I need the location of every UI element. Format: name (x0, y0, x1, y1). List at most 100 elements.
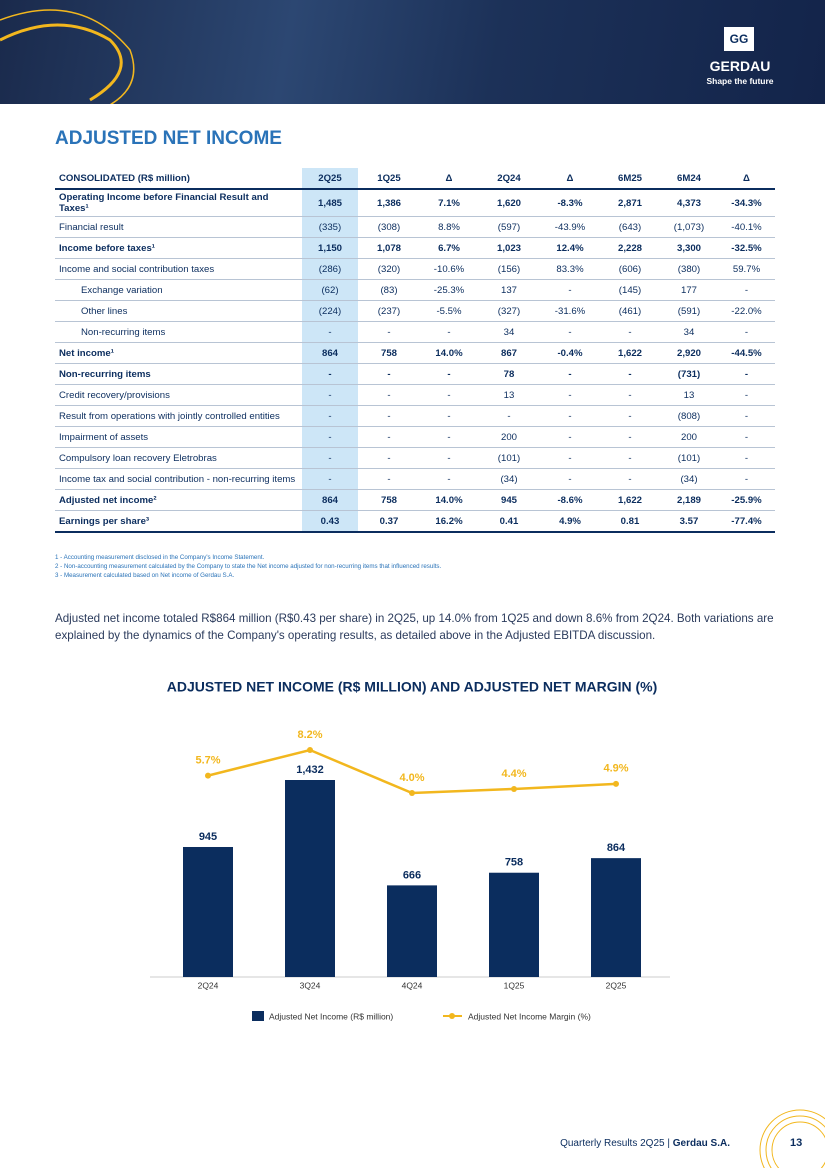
cell: - (600, 468, 660, 490)
section-title: ADJUSTED NET INCOME (55, 128, 282, 149)
cell: (327) (478, 300, 540, 322)
cell: 945 (478, 489, 540, 511)
x-tick-label: 2Q25 (606, 980, 627, 990)
cell: - (540, 426, 600, 448)
cell: - (358, 405, 420, 427)
cell: - (600, 447, 660, 469)
column-header: 2Q25 (302, 168, 358, 190)
cell: - (420, 321, 478, 343)
cell: 34 (478, 321, 540, 343)
row-label: Income and social contribution taxes (55, 258, 302, 280)
cell: - (718, 384, 775, 406)
row-label: Compulsory loan recovery Eletrobras (55, 447, 302, 469)
table-row: Compulsory loan recovery Eletrobras - - - (1… (55, 447, 775, 469)
cell: - (718, 447, 775, 469)
cell: - (358, 426, 420, 448)
footer-company: Gerdau S.A. (672, 1138, 730, 1149)
cell: -22.0% (718, 300, 775, 322)
cell: -32.5% (718, 237, 775, 259)
cell: (62) (302, 279, 358, 301)
footnote: 3 - Measurement calculated based on Net … (55, 572, 235, 579)
cell: (808) (660, 405, 718, 427)
footer-text: Quarterly Results 2Q25 | (560, 1138, 673, 1149)
cell: - (358, 363, 420, 385)
table-row: Impairment of assets - - -200- -200- (55, 426, 775, 448)
margin-label: 4.9% (603, 763, 628, 775)
cell: - (718, 321, 775, 343)
cell: - (420, 426, 478, 448)
cell: 758 (358, 489, 420, 511)
cell: (101) (660, 447, 718, 469)
table-row: Earnings per share³ 0.43 0.37 16.2% 0.41 4.9%… (55, 510, 775, 533)
margin-label: 4.0% (399, 772, 424, 784)
cell: 3.57 (660, 510, 718, 533)
chart-title: ADJUSTED NET INCOME (R$ MILLION) AND ADJ… (167, 679, 658, 695)
cell: 13 (660, 384, 718, 406)
cell: 2,228 (600, 237, 660, 259)
banner-art: GG (0, 9, 754, 104)
row-label: Non-recurring items (55, 321, 302, 343)
bar (489, 872, 539, 977)
cell: 1,485 (302, 189, 358, 217)
cell: 4,373 (660, 189, 718, 217)
cell: 200 (660, 426, 718, 448)
cell: -77.4% (718, 510, 775, 533)
cell: - (420, 468, 478, 490)
bar (387, 885, 437, 977)
row-label: Earnings per share³ (55, 510, 302, 533)
cell: 0.43 (302, 510, 358, 533)
margin-point (511, 785, 517, 792)
cell: 12.4% (540, 237, 600, 259)
row-label: Income before taxes¹ (55, 237, 302, 259)
cell: -8.3% (540, 189, 600, 217)
table-row: Credit recovery/provisions - - -13- -13- (55, 384, 775, 406)
cell: -8.6% (540, 489, 600, 511)
paragraph: Adjusted net income totaled R$864 millio… (55, 612, 774, 642)
cell: -5.5% (420, 300, 478, 322)
table-row: Operating Income before Financial Result… (55, 189, 775, 217)
cell: 177 (660, 279, 718, 301)
cell: (224) (302, 300, 358, 322)
cell: 1,620 (478, 189, 540, 217)
table-row: Exchange variation (62) (83) -25.3% 137- (145… (55, 279, 775, 301)
x-tick-label: 4Q24 (402, 980, 423, 990)
cell: - (302, 468, 358, 490)
bar (183, 846, 233, 977)
cell: 2,920 (660, 342, 718, 364)
cell: - (718, 279, 775, 301)
table-row: Adjusted net income² 864 758 14.0% 945 -8.6% 1… (55, 489, 775, 511)
cell: (83) (358, 279, 420, 301)
x-tick-label: 2Q24 (198, 980, 219, 990)
cell: 16.2% (420, 510, 478, 533)
cell: - (358, 468, 420, 490)
margin-point (409, 790, 415, 797)
table-row: Non-recurring items - - -34- -34- (55, 321, 775, 343)
cell: 867 (478, 342, 540, 364)
cell: - (420, 447, 478, 469)
footer: Quarterly Results 2Q25 | Gerdau S.A. (400, 1138, 730, 1149)
legend-label: Adjusted Net Income (R$ million) (269, 1011, 393, 1021)
cell: (606) (600, 258, 660, 280)
bar-label: 666 (403, 869, 421, 881)
cell: (237) (358, 300, 420, 322)
cell: - (600, 426, 660, 448)
cell: (643) (600, 216, 660, 238)
cell: 2,189 (660, 489, 718, 511)
row-label: Net income¹ (55, 342, 302, 364)
cell: -10.6% (420, 258, 478, 280)
cell: 78 (478, 363, 540, 385)
row-label: Other lines (55, 300, 302, 322)
cell: -31.6% (540, 300, 600, 322)
cell: -0.4% (540, 342, 600, 364)
cell: - (718, 468, 775, 490)
cell: 83.3% (540, 258, 600, 280)
footnotes: 1 - Accounting measurement disclosed in … (55, 553, 441, 580)
cell: - (540, 384, 600, 406)
cell: - (718, 363, 775, 385)
cell: - (540, 447, 600, 469)
cell: - (420, 363, 478, 385)
table-row: Result from operations with jointly cont… (55, 405, 775, 427)
cell: 1,622 (600, 342, 660, 364)
cell: (591) (660, 300, 718, 322)
